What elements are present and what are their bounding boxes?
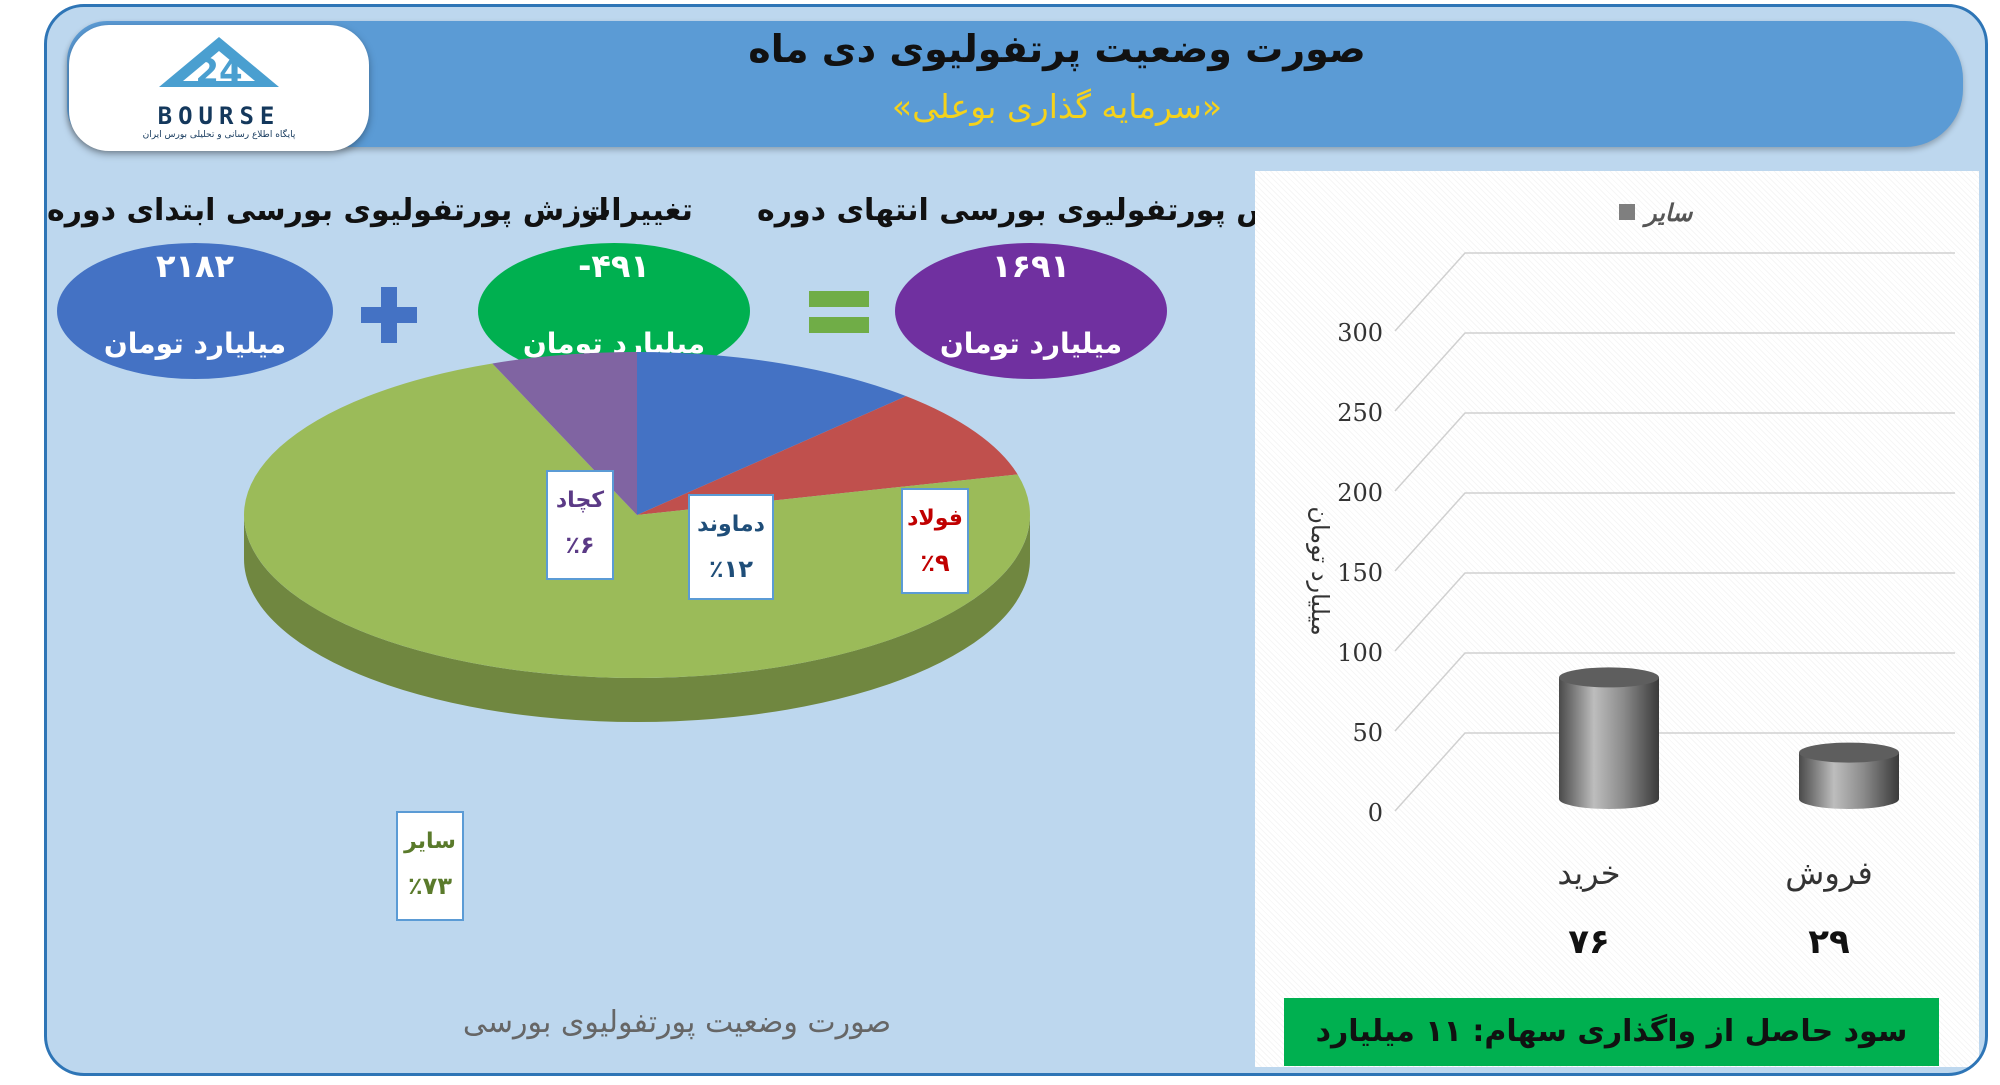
gridline (1394, 332, 1955, 412)
pie-slice-2 (244, 363, 1030, 678)
pie-label-name: کچاد (556, 488, 604, 513)
plus-icon (361, 287, 417, 343)
y-tick-label: 100 (1337, 639, 1383, 667)
equals-icon (809, 291, 869, 333)
legend-swatch (1619, 204, 1635, 220)
legend-label: سایر (1641, 199, 1693, 228)
gridline (1394, 572, 1955, 652)
start-value-oval: ۲۱۸۲ میلیارد تومان (57, 243, 333, 379)
logo-subtext: پایگاه اطلاع رسانی و تحلیلی بورس ایران (142, 130, 296, 140)
pie-label-name: سایر (403, 829, 456, 854)
gridline (1394, 492, 1955, 572)
pie-caption: صورت وضعیت پورتفولیوی بورسی (462, 1005, 892, 1040)
end-value-label: ارزش پورتفولیوی بورسی انتهای دوره (757, 193, 1323, 228)
x-category-label: فروش (1785, 854, 1872, 892)
pie-label-percent: ٪۱۲ (709, 555, 753, 583)
pie-label-0: دماوند ٪۱۲ (688, 494, 774, 600)
pie-label-percent: ٪۹ (920, 549, 950, 577)
pie-slice-0 (637, 352, 907, 515)
buy-sell-bar-chart: 0 50 100 150 200 250 300 میلیارد تومان سایر خرید ۷… (1306, 199, 1955, 962)
y-tick-label: 300 (1337, 319, 1383, 347)
bar-1 (1799, 742, 1899, 809)
y-tick-label: 0 (1368, 799, 1383, 827)
start-value: ۲۱۸۲ (155, 247, 235, 285)
gridline (1394, 732, 1955, 812)
gridline (1394, 252, 1955, 332)
bourse-logo: 24 BOURSE پایگاه اطلاع رسانی و تحلیلی بو… (69, 25, 369, 151)
pie-label-1: فولاد ٪۹ (901, 488, 969, 594)
gridline (1394, 412, 1955, 492)
bar-total-label: ۲۹ (1808, 922, 1850, 962)
pie-label-percent: ٪۷۳ (408, 872, 452, 900)
change-value: -۴۹۱ (578, 247, 650, 285)
dashboard-frame: صورت وضعیت پرتفولیوی دی ماه «سرمایه گذار… (44, 4, 1988, 1076)
change-label: تغییرات (581, 193, 693, 228)
bar-total-label: ۷۶ (1568, 922, 1610, 962)
bar-0 (1559, 667, 1659, 809)
y-axis-label: میلیارد تومان (1306, 506, 1334, 635)
bar-chart-panel (1255, 171, 1979, 1067)
pie-side-2 (244, 515, 1030, 722)
logo-mark-icon: 24 (159, 37, 279, 92)
y-tick-label: 250 (1337, 399, 1383, 427)
end-value: ۱۶۹۱ (991, 247, 1071, 285)
pie-slice-1 (637, 396, 1018, 515)
y-tick-label: 150 (1337, 559, 1383, 587)
start-value-unit: میلیارد تومان (103, 327, 287, 360)
pie-label-name: فولاد (907, 506, 963, 531)
portfolio-pie-chart: دماوند ٪۱۲ فولاد ٪۹ سایر ٪۷۳ کچاد ٪۶ (244, 352, 1030, 921)
end-value-oval: ۱۶۹۱ میلیارد تومان (895, 243, 1167, 379)
gain-note: سود حاصل از واگذاری سهام: ۱۱ میلیارد توم… (1284, 998, 1939, 1066)
gridline (1394, 652, 1955, 732)
logo-wordmark: BOURSE (157, 102, 281, 130)
y-tick-label: 200 (1337, 479, 1383, 507)
pie-label-percent: ٪۶ (565, 531, 594, 559)
svg-text:24: 24 (195, 52, 242, 92)
pie-label-2: سایر ٪۷۳ (396, 811, 464, 921)
x-category-label: خرید (1557, 854, 1620, 892)
header-banner (67, 21, 1963, 147)
end-value-unit: میلیارد تومان (939, 327, 1123, 360)
start-value-label: ارزش پورتفولیوی بورسی ابتدای دوره (47, 193, 609, 228)
pie-label-name: دماوند (697, 512, 765, 537)
page-subtitle: «سرمایه گذاری بوعلی» (891, 87, 1223, 126)
y-tick-label: 50 (1352, 719, 1383, 747)
page-title: صورت وضعیت پرتفولیوی دی ماه (748, 27, 1366, 71)
pie-label-3: کچاد ٪۶ (546, 470, 614, 580)
